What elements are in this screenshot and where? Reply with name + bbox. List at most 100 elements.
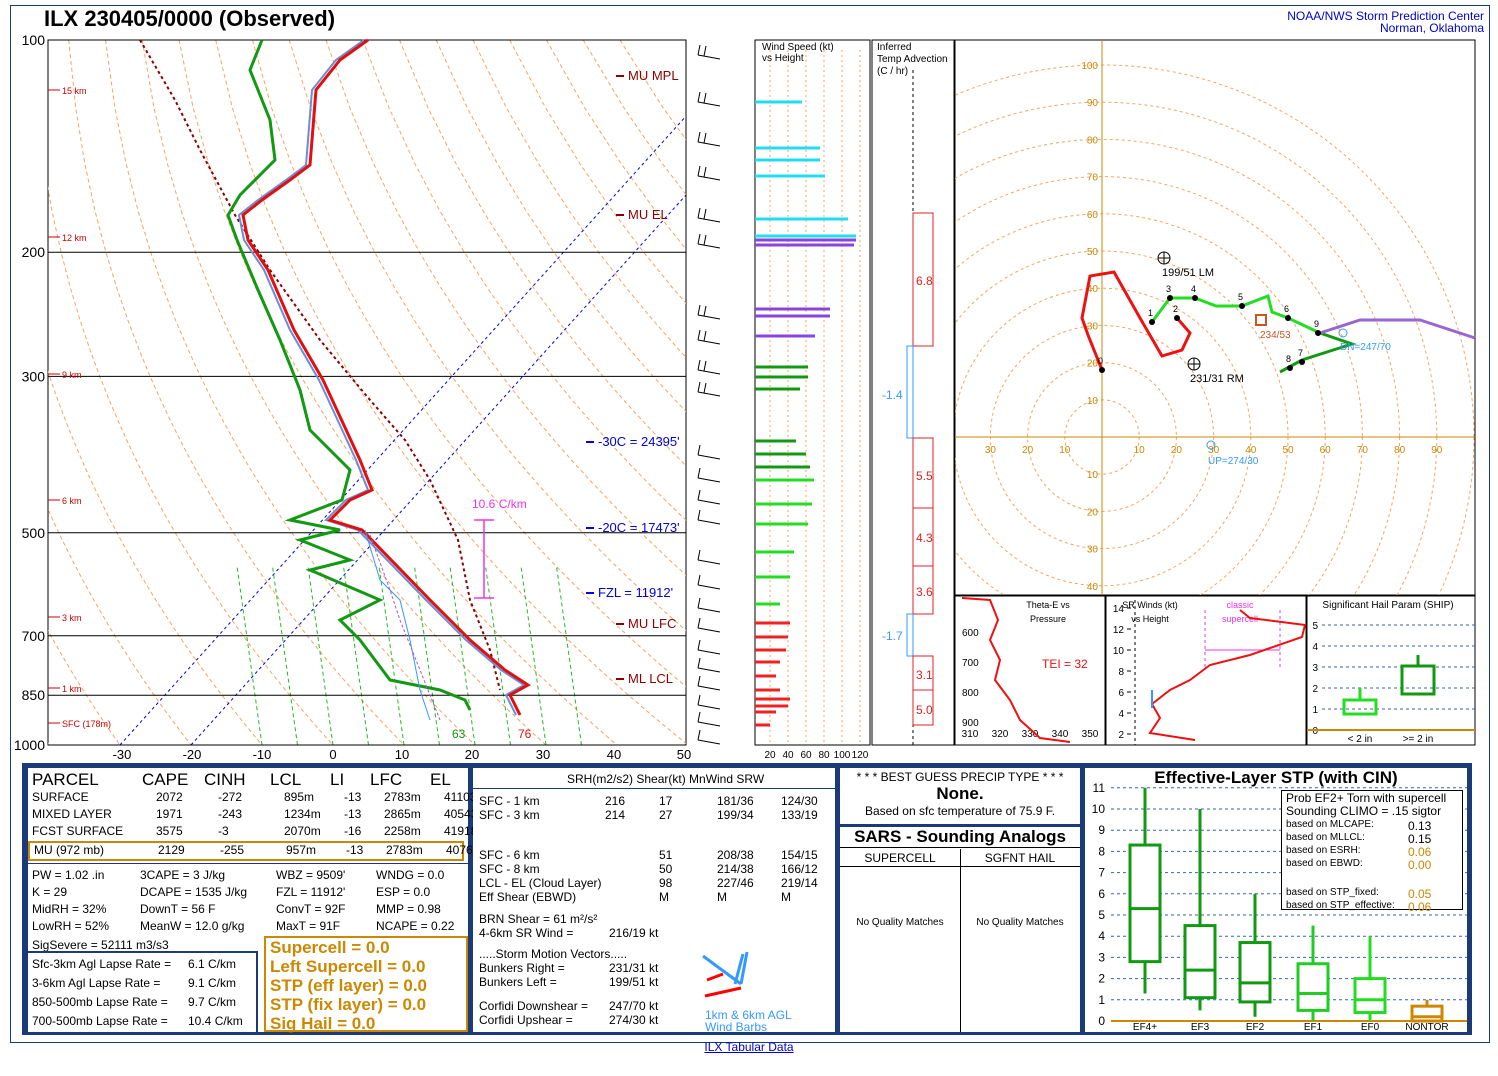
stp-y-tick: 10 bbox=[1092, 802, 1106, 816]
ship-frame bbox=[1306, 595, 1476, 746]
kin-header: SRH(m2/s2) Shear(kt) MnWind SRW bbox=[567, 772, 765, 786]
tadv-value: 3.1 bbox=[916, 668, 933, 682]
theta-e-title-1: Theta-E vs bbox=[1026, 600, 1070, 610]
wind-barb-feather bbox=[697, 131, 701, 143]
stp-prob-row-value: 0.13 bbox=[1408, 819, 1432, 833]
wind-barb-feather bbox=[697, 675, 701, 687]
hodo-ring-label-w: 20 bbox=[1022, 445, 1034, 456]
parcel-cell: -13 bbox=[344, 807, 362, 821]
tadv-bar bbox=[906, 345, 914, 439]
wind-barb-feather bbox=[697, 489, 701, 501]
theta-e-y-tick: 700 bbox=[962, 658, 979, 669]
wind-barb bbox=[697, 739, 721, 745]
stp-box bbox=[1128, 843, 1162, 964]
sars-hail-matches: No Quality Matches bbox=[976, 917, 1064, 928]
kin-row: SFC - 3 km bbox=[479, 808, 540, 822]
stp-y-tick: 9 bbox=[1098, 823, 1105, 837]
kin-row: 216 bbox=[605, 794, 626, 808]
precip-type-note: Based on sfc temperature of 75.9 F. bbox=[864, 804, 1056, 818]
height-label: 9 km bbox=[62, 370, 82, 380]
hodo-ring-label-n: 90 bbox=[1087, 98, 1099, 109]
isotherm--30 bbox=[119, 115, 686, 745]
index-value: 3CAPE = 3 J/kg bbox=[140, 868, 226, 882]
stp-y-tick: 11 bbox=[1093, 781, 1106, 795]
parcel-cell: 41103' bbox=[444, 790, 479, 804]
kin-header-rule bbox=[473, 788, 835, 789]
hodo-height-mark bbox=[1174, 315, 1180, 321]
theta-e-x-tick: 340 bbox=[1052, 729, 1069, 740]
sfc-temp-label: 76 bbox=[518, 727, 532, 741]
parcel-row: FCST SURFACE 3575 -3 2070m -16 2258m 41918' bbox=[32, 824, 480, 840]
skewt-frame bbox=[47, 39, 687, 746]
org-line-1: NOAA/NWS Storm Prediction Center bbox=[1287, 9, 1484, 23]
height-label: 12 km bbox=[62, 233, 87, 243]
wind-barb-feather bbox=[697, 359, 701, 371]
temp-tick-label: 40 bbox=[607, 747, 621, 760]
tadv-value: -1.7 bbox=[882, 629, 903, 643]
wind-barb-feather bbox=[703, 360, 707, 372]
temp-tick-label: -20 bbox=[183, 747, 202, 760]
tadv-bar bbox=[912, 689, 934, 726]
moist-adiabat bbox=[236, 567, 263, 745]
barb-6km-flag bbox=[706, 972, 724, 982]
hodo-ring-label-n: 60 bbox=[1087, 210, 1099, 221]
ship-y-tick: 0 bbox=[1312, 726, 1318, 737]
hodo-ring-label-n: 50 bbox=[1087, 247, 1099, 258]
hodo-trace-9-12km bbox=[1319, 318, 1476, 340]
tadv-value: 3.6 bbox=[916, 585, 933, 599]
wind-barb-feather bbox=[697, 729, 701, 741]
kin-row: 133/19 bbox=[781, 808, 818, 822]
sr-winds-panel: SR Winds (kt) vs Height 2 4 6 8 10 12 14 classic s… bbox=[1105, 595, 1307, 746]
dn-marker bbox=[1338, 328, 1348, 338]
index-value: ConvT = 92F bbox=[276, 902, 346, 916]
wind-barb bbox=[697, 704, 721, 710]
wind-barb bbox=[697, 477, 721, 483]
index-value: K = 29 bbox=[32, 885, 68, 899]
stp-prob-row-label: based on ESRH: bbox=[1286, 845, 1361, 856]
stp-prob-row-label: based on MLCAPE: bbox=[1286, 819, 1374, 830]
organization-label: NOAA/NWS Storm Prediction Center Norman,… bbox=[1287, 10, 1484, 34]
hodo-ring-label-e: 40 bbox=[1245, 445, 1257, 456]
wind-barb bbox=[697, 559, 721, 565]
wspd-tick: 100 bbox=[834, 750, 851, 760]
classic-label-2: supercell bbox=[1222, 614, 1258, 624]
hodo-height-mark bbox=[1239, 303, 1245, 309]
hodo-height-label: 0 bbox=[1098, 356, 1103, 366]
index-value: DownT = 56 F bbox=[140, 902, 216, 916]
composite-param: Left Supercell = 0.0 bbox=[270, 957, 426, 976]
theta-e-trace bbox=[961, 597, 1071, 743]
height-label: 1 km bbox=[62, 684, 82, 694]
tadv-value: 5.0 bbox=[916, 703, 933, 717]
theta-e-x-tick: 320 bbox=[992, 729, 1009, 740]
hodo-height-mark bbox=[1315, 330, 1321, 336]
wind-barb bbox=[697, 649, 721, 655]
lapse-value: 10.4 C/km bbox=[188, 1014, 243, 1028]
wind-barb bbox=[697, 499, 721, 505]
sars-supercell-header: SUPERCELL bbox=[864, 851, 936, 865]
stp-y-tick: 8 bbox=[1098, 844, 1105, 858]
kin-row: 181/36 bbox=[717, 794, 754, 808]
hodo-height-label: 3 bbox=[1166, 284, 1171, 294]
wind-barb bbox=[697, 243, 721, 249]
hodo-ring-label-s: 10 bbox=[1087, 470, 1099, 481]
wind-barb bbox=[697, 584, 721, 590]
kin-row: LCL - EL (Cloud Layer) bbox=[479, 876, 602, 890]
hodo-height-label: 6 bbox=[1284, 304, 1289, 314]
parcel-row: MU (972 mb) 2129 -255 957m -13 2783m 40764' bbox=[28, 841, 482, 861]
sfc-dewpoint-label: 63 bbox=[452, 727, 466, 741]
height-label: 15 km bbox=[62, 86, 87, 96]
composite-param: Sig Hail = 0.0 bbox=[270, 1014, 376, 1033]
parcel-cell: -3 bbox=[218, 824, 229, 838]
stp-category: EF2 bbox=[1246, 1022, 1265, 1032]
fzl-label: FZL = 11912' bbox=[598, 585, 673, 600]
wind-barb-feather bbox=[697, 574, 701, 586]
hodo-height-mark bbox=[1285, 315, 1291, 321]
stp-prob-row-label: based on STP_effective: bbox=[1286, 900, 1395, 911]
parcel-row: MIXED LAYER 1971 -243 1234m -13 2865m 40543' bbox=[32, 807, 480, 823]
stp-y-tick: 1 bbox=[1098, 993, 1105, 1007]
tabular-data-link[interactable]: ILX Tabular Data bbox=[704, 1040, 794, 1054]
wspd-tick: 80 bbox=[818, 750, 830, 760]
mean-wind-marker bbox=[1255, 314, 1267, 326]
wind-barb-caption: 1km & 6km AGL Wind Barbs bbox=[705, 1009, 792, 1033]
parcel-header-6: EL bbox=[430, 770, 451, 789]
